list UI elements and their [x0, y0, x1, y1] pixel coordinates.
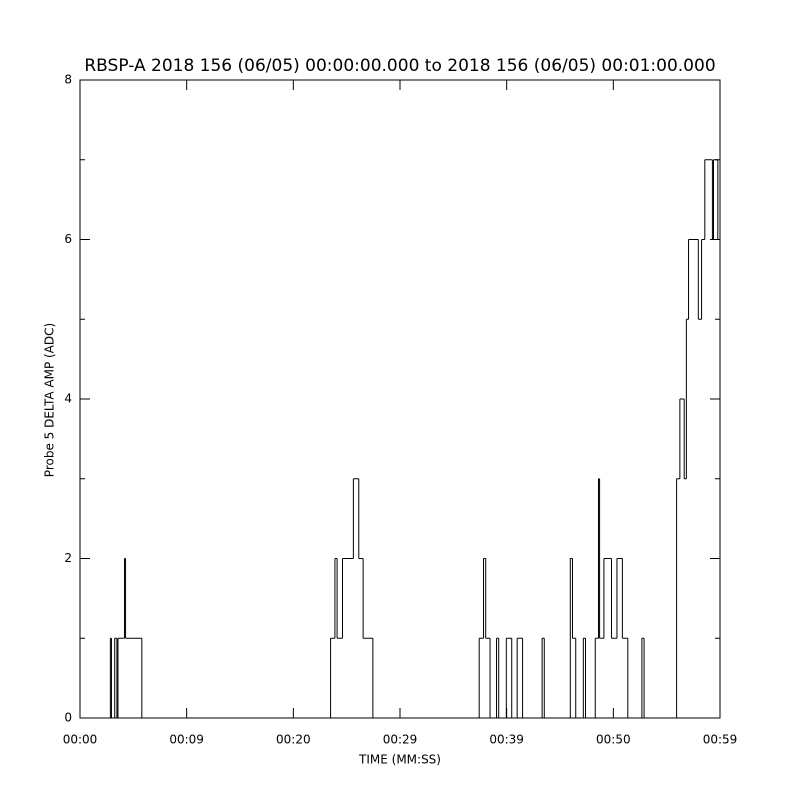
y-tick-label: 0 — [64, 711, 72, 725]
y-tick-label: 4 — [64, 392, 72, 406]
x-tick-label: 00:29 — [383, 733, 418, 747]
x-tick-label: 00:59 — [703, 733, 738, 747]
y-tick-label: 6 — [64, 232, 72, 246]
x-tick-label: 00:20 — [276, 733, 311, 747]
chart-title: RBSP-A 2018 156 (06/05) 00:00:00.000 to … — [84, 56, 715, 76]
x-axis-label: TIME (MM:SS) — [358, 753, 441, 767]
y-tick-label: 8 — [64, 73, 72, 87]
x-tick-label: 00:50 — [596, 733, 631, 747]
x-tick-label: 00:09 — [169, 733, 204, 747]
y-axis-label: Probe 5 DELTA AMP (ADC) — [43, 323, 57, 477]
x-tick-label: 00:39 — [489, 733, 524, 747]
plot-frame — [79, 79, 721, 719]
x-tick-label: 00:00 — [63, 733, 98, 747]
y-tick-label: 2 — [64, 551, 72, 565]
